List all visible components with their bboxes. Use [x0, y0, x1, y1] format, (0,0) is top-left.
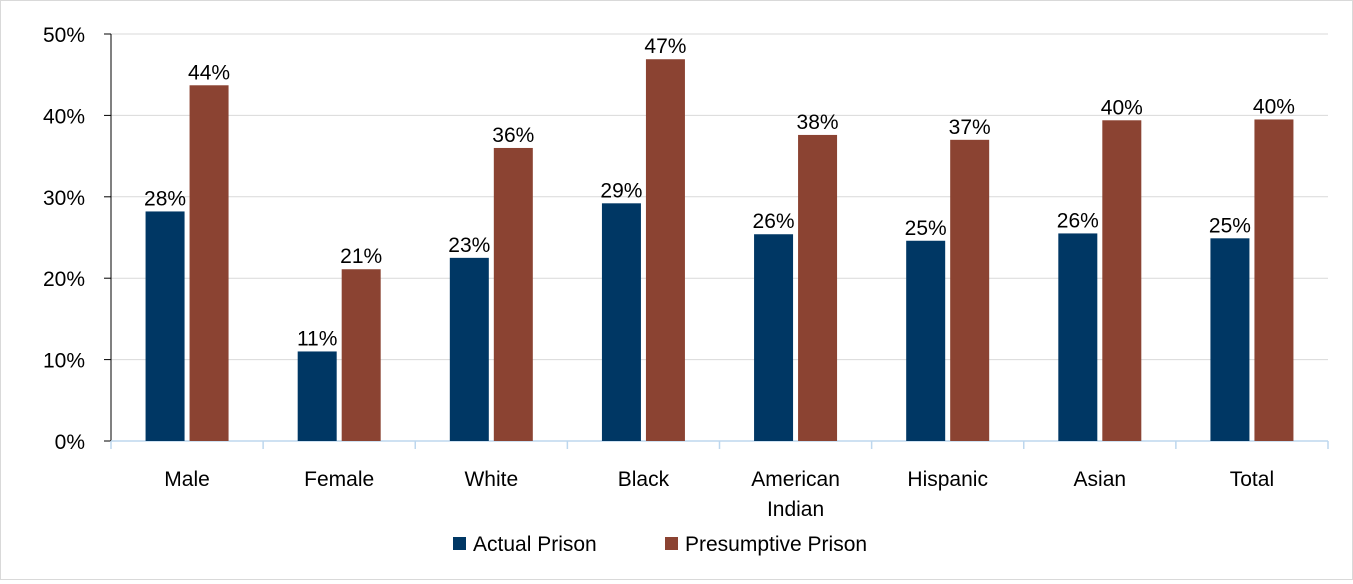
legend-swatch — [453, 537, 466, 550]
bar-presumptive-prison — [950, 139, 990, 441]
data-labels: 28% 44% 11% 21% 23% 36% 29% 47% 26% 38% 25% 37% 26% 4… — [144, 35, 1295, 350]
x-category-label-line: Hispanic — [907, 468, 988, 491]
bar-actual-prison — [1210, 238, 1250, 441]
x-category-label-line: Total — [1230, 468, 1274, 491]
x-category-label: Total — [1230, 468, 1274, 491]
legend-label: Presumptive Prison — [685, 533, 867, 556]
bar-presumptive-prison — [189, 85, 229, 442]
data-label: 29% — [600, 179, 642, 202]
data-label: 23% — [448, 234, 490, 257]
y-tick-label: 0% — [55, 431, 85, 454]
bar-presumptive-prison — [341, 269, 381, 441]
data-label: 40% — [1253, 95, 1295, 118]
legend: Actual Prison Presumptive Prison — [453, 533, 867, 556]
x-category-label-line: White — [464, 468, 518, 491]
data-label: 26% — [1057, 209, 1099, 232]
bar-actual-prison — [754, 234, 794, 441]
data-label: 36% — [492, 124, 534, 147]
y-tick-label: 50% — [43, 24, 85, 47]
data-label: 21% — [340, 245, 382, 268]
data-label: 38% — [797, 111, 839, 134]
data-label: 25% — [1209, 214, 1251, 237]
data-label: 47% — [644, 35, 686, 58]
bar-presumptive-prison — [1102, 120, 1142, 441]
legend-label: Actual Prison — [473, 533, 597, 556]
x-category-label: Female — [304, 468, 374, 491]
bar-presumptive-prison — [493, 147, 533, 441]
bar-presumptive-prison — [798, 134, 838, 441]
data-label: 26% — [753, 210, 795, 233]
x-category-label: White — [464, 468, 518, 491]
y-tick-label: 20% — [43, 268, 85, 291]
x-category-label: Asian — [1074, 468, 1127, 491]
bar-presumptive-prison — [1254, 119, 1294, 441]
x-category-label-line: Male — [164, 468, 210, 491]
y-tick-label: 10% — [43, 350, 85, 373]
bar-actual-prison — [145, 211, 185, 441]
x-category-label: American Indian — [751, 468, 840, 521]
data-label: 28% — [144, 187, 186, 210]
x-category-label-line: Black — [618, 468, 670, 491]
data-label: 37% — [949, 116, 991, 139]
x-category-label-line: Female — [304, 468, 374, 491]
bar-actual-prison — [601, 203, 641, 441]
x-category-label: Black — [618, 468, 670, 491]
data-label: 44% — [188, 61, 230, 84]
data-label: 25% — [905, 217, 947, 240]
x-category-label: Male — [164, 468, 210, 491]
y-tick-label: 30% — [43, 187, 85, 210]
data-label: 40% — [1101, 96, 1143, 119]
bar-actual-prison — [297, 351, 337, 441]
axes: 0% 10% 20% 30% 40% 50% Male Female White Black Ame… — [43, 24, 1329, 521]
x-category-label: Hispanic — [907, 468, 988, 491]
x-category-label-line: Asian — [1074, 468, 1127, 491]
x-category-label-line: American — [751, 468, 840, 491]
x-category-label-line: Indian — [767, 498, 824, 521]
y-tick-label: 40% — [43, 105, 85, 128]
bars — [145, 59, 1294, 442]
data-label: 11% — [297, 327, 337, 350]
gridlines — [111, 33, 1328, 361]
bar-presumptive-prison — [645, 59, 685, 441]
legend-swatch — [665, 537, 678, 550]
bar-actual-prison — [906, 240, 946, 441]
bar-actual-prison — [1058, 233, 1098, 441]
bar-actual-prison — [449, 257, 489, 441]
